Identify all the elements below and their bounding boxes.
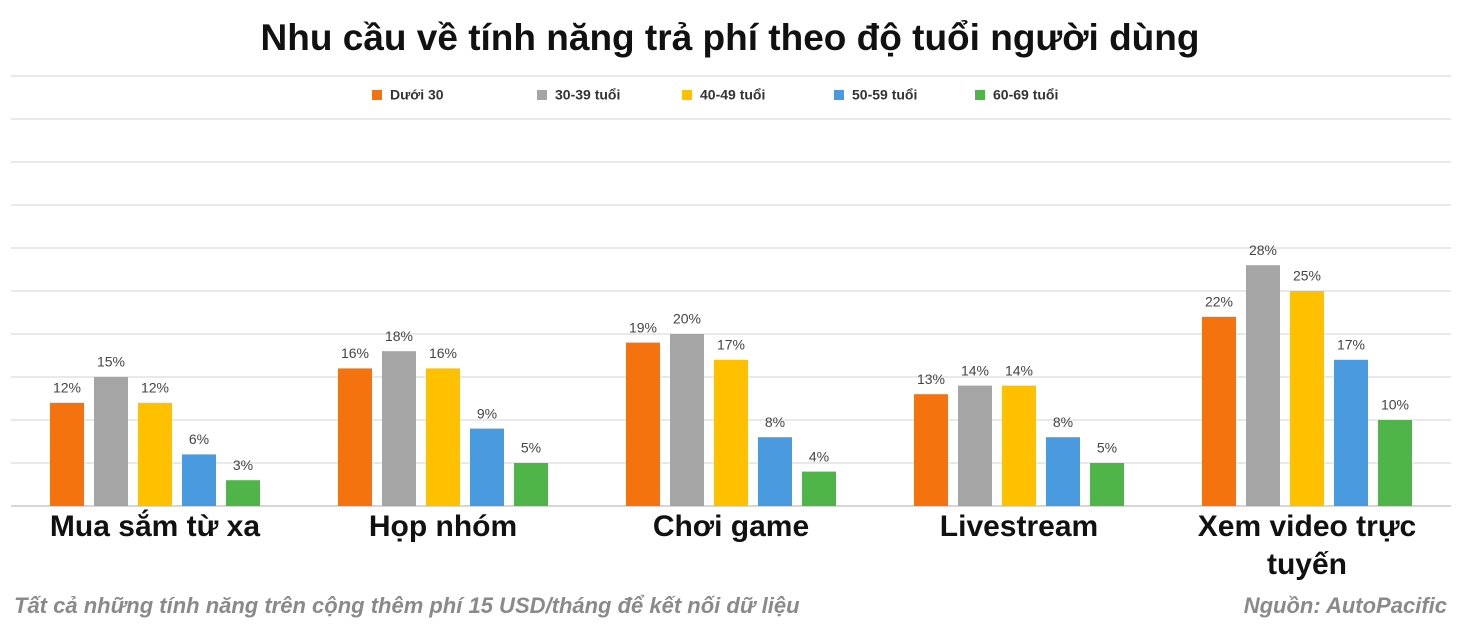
value-label: 14% (961, 362, 989, 378)
value-label: 18% (385, 328, 413, 344)
bar (802, 471, 836, 506)
value-label: 28% (1249, 242, 1277, 258)
legend-swatch (975, 90, 985, 100)
value-label: 4% (809, 448, 829, 464)
x-tick-label: Xem video trực tuyến (1197, 510, 1417, 581)
bar (338, 368, 372, 506)
bar (1090, 463, 1124, 506)
value-label: 5% (521, 440, 541, 456)
footnote: Tất cả những tính năng trên cộng thêm ph… (14, 593, 800, 618)
value-label: 17% (1337, 337, 1365, 353)
legend-swatch (372, 90, 382, 100)
bar (1002, 385, 1036, 506)
value-label: 17% (717, 337, 745, 353)
value-label: 16% (341, 345, 369, 361)
bar (1202, 316, 1236, 506)
legend-swatch (537, 90, 547, 100)
value-label: 20% (673, 311, 701, 327)
bar (182, 454, 216, 506)
legend-label: 40-49 tuổi (700, 87, 765, 103)
legend-label: Dưới 30 (390, 87, 444, 103)
value-label: 25% (1293, 268, 1321, 284)
legend-label: 60-69 tuổi (993, 87, 1058, 103)
value-label: 10% (1381, 397, 1409, 413)
value-label: 6% (189, 431, 209, 447)
value-label: 12% (141, 380, 169, 396)
chart-title: Nhu cầu về tính năng trả phí theo độ tuổ… (261, 17, 1200, 58)
bar (1246, 265, 1280, 506)
value-label: 8% (1053, 414, 1073, 430)
bar (714, 359, 748, 506)
value-label: 8% (765, 414, 785, 430)
value-label: 9% (477, 405, 497, 421)
bar (670, 334, 704, 506)
x-tick-label: Họp nhóm (368, 510, 518, 543)
x-tick-label: Mua sắm từ xa (49, 510, 261, 543)
bar (470, 428, 504, 506)
legend-label: 50-59 tuổi (852, 87, 917, 103)
value-label: 5% (1097, 440, 1117, 456)
bar (426, 368, 460, 506)
value-label: 19% (629, 319, 657, 335)
bar (1290, 291, 1324, 506)
bar (94, 377, 128, 506)
bar (50, 402, 84, 506)
value-label: 14% (1005, 362, 1033, 378)
legend-swatch (834, 90, 844, 100)
bar (958, 385, 992, 506)
value-label: 16% (429, 345, 457, 361)
x-tick-label: Livestream (939, 510, 1099, 543)
value-label: 22% (1205, 294, 1233, 310)
bar (138, 402, 172, 506)
bar (1378, 420, 1412, 506)
value-label: 3% (233, 457, 253, 473)
value-label: 12% (53, 380, 81, 396)
x-tick-label: Chơi game (652, 510, 810, 543)
bar (382, 351, 416, 506)
value-label: 15% (97, 354, 125, 370)
value-label: 13% (917, 371, 945, 387)
bar (626, 342, 660, 506)
bar (1334, 359, 1368, 506)
bar (514, 463, 548, 506)
bar (1046, 437, 1080, 506)
source: Nguồn: AutoPacific (1244, 593, 1447, 618)
legend-label: 30-39 tuổi (555, 87, 620, 103)
bar (226, 480, 260, 506)
bar (758, 437, 792, 506)
legend-swatch (682, 90, 692, 100)
bar (914, 394, 948, 506)
